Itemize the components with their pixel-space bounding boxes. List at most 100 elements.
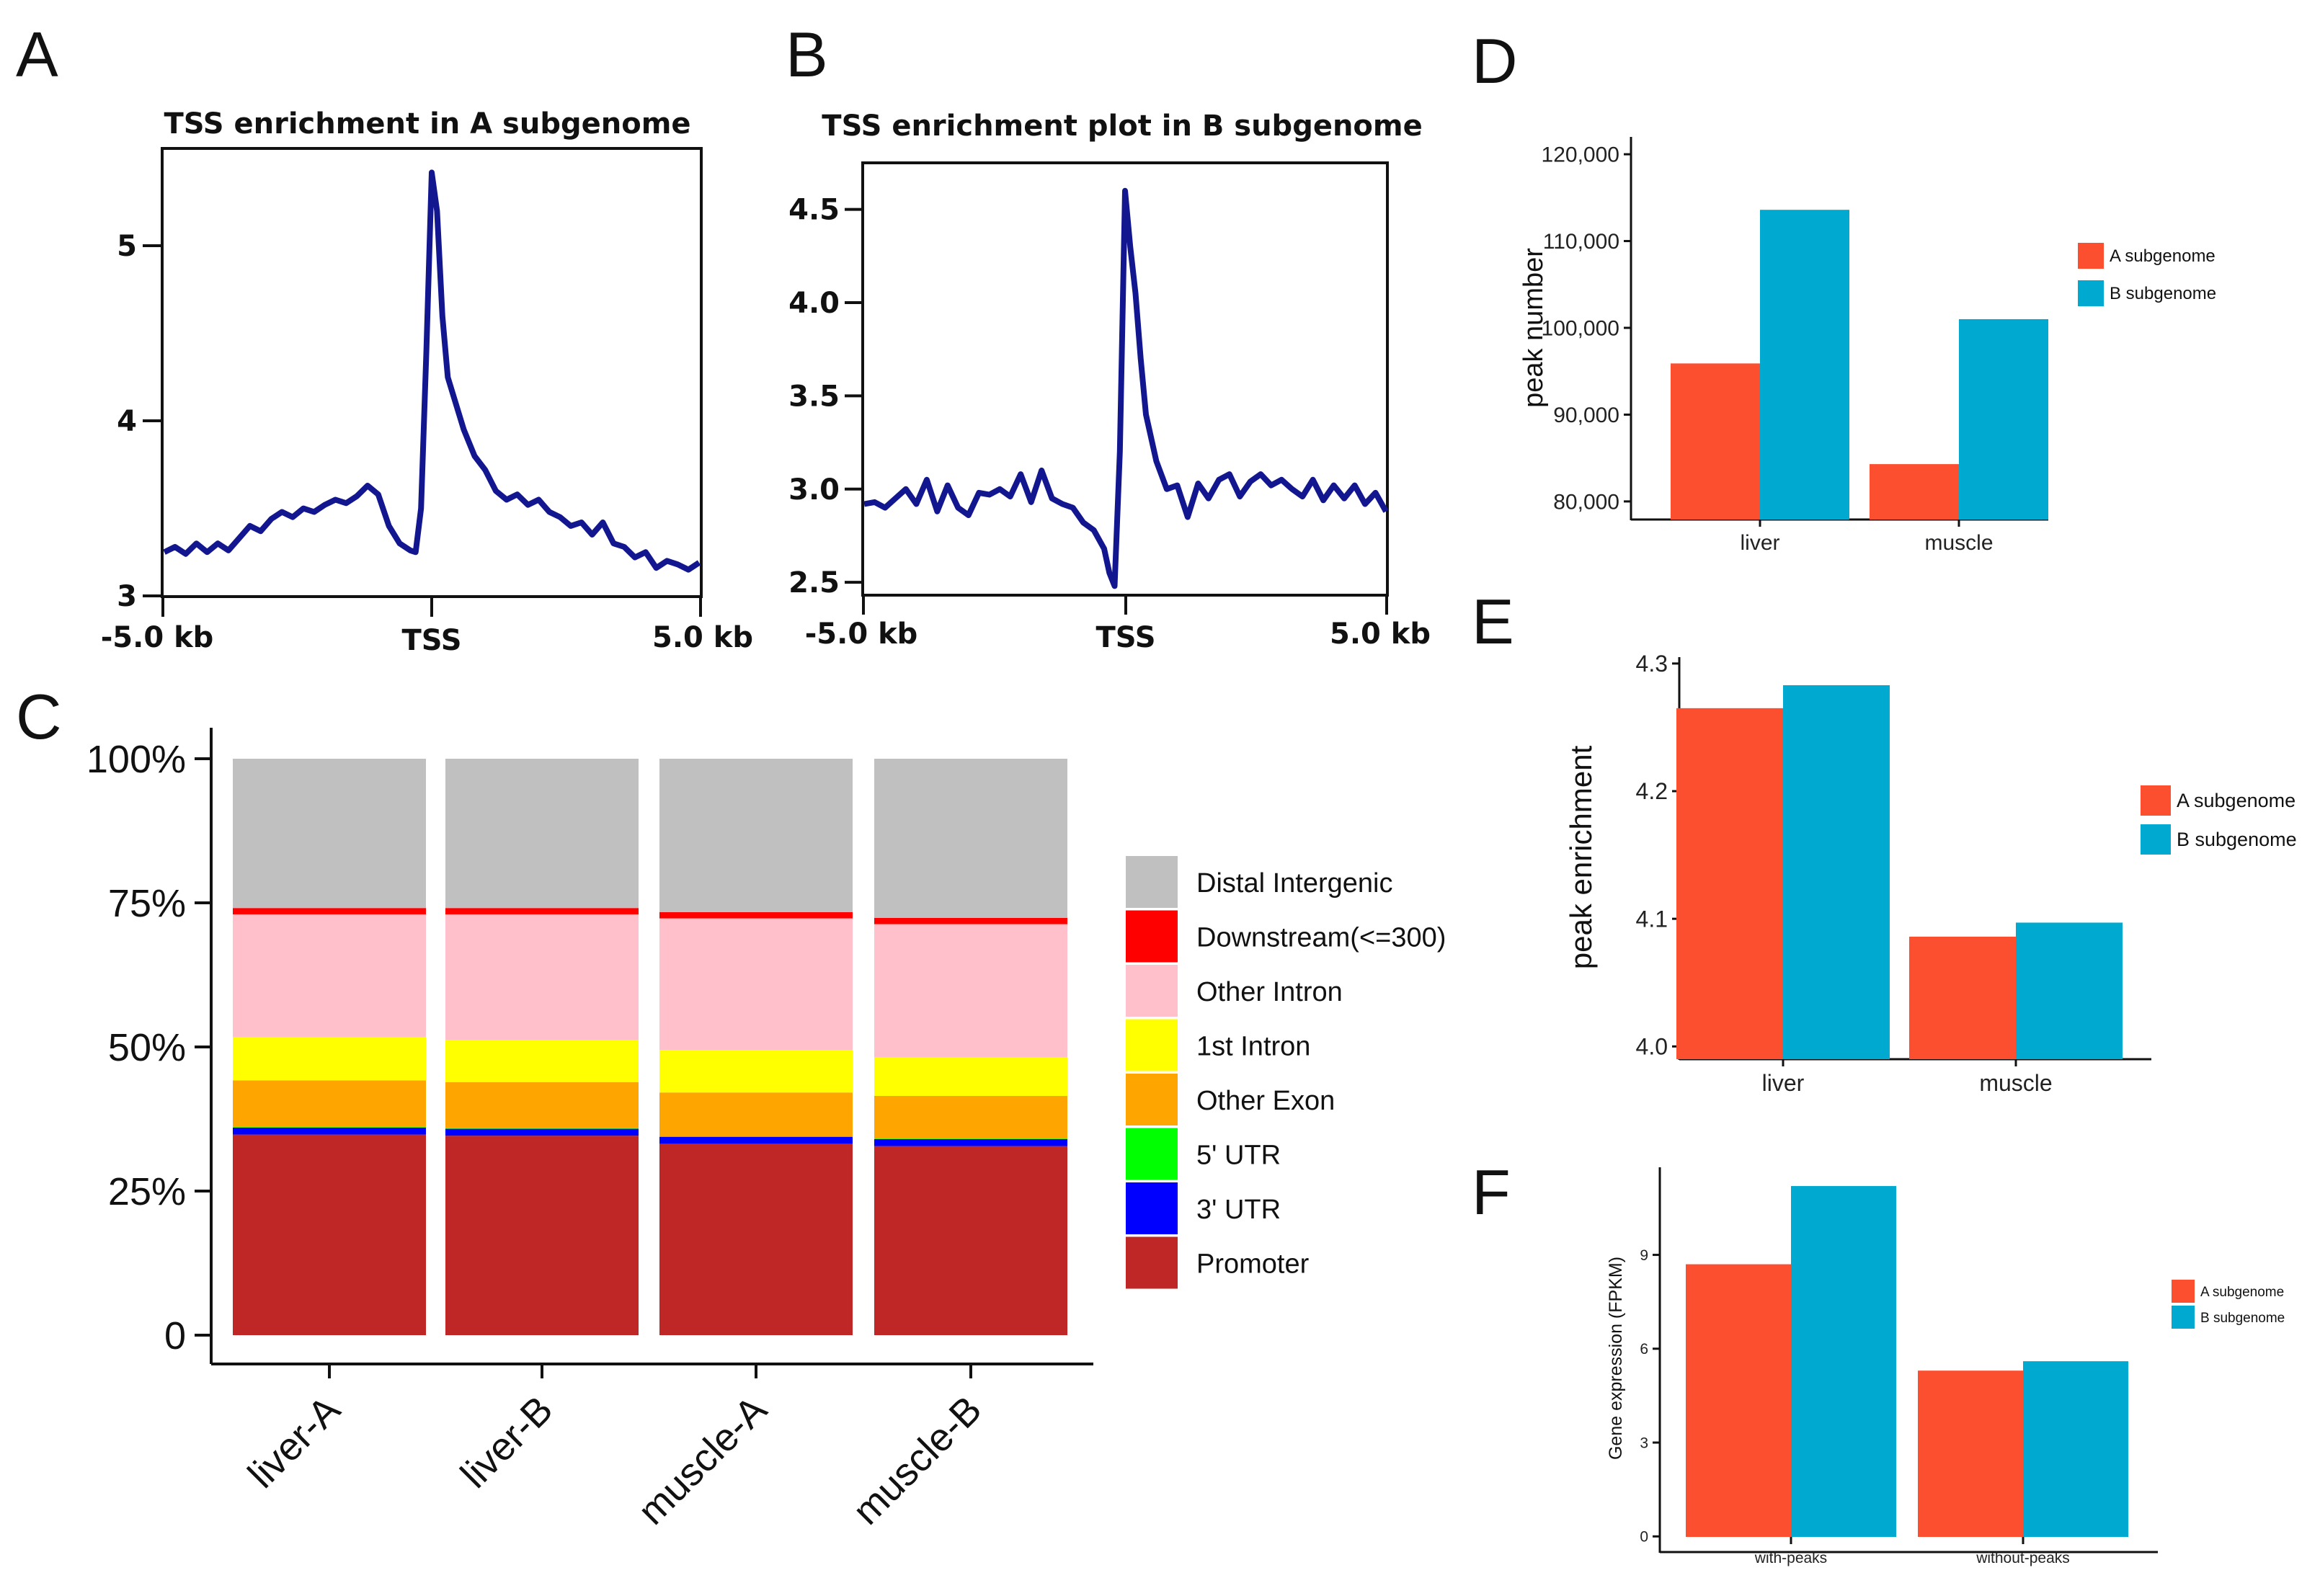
panel-c-bar-segment [874, 924, 1067, 1058]
paneld-bar [1959, 318, 2048, 520]
paneld-ytick-label: 90,000 [1553, 404, 1619, 427]
panel-c-bar-segment [233, 1080, 426, 1128]
panel-letter-e: E [1472, 586, 1514, 657]
panel-c-bar-segment [874, 1138, 1067, 1139]
panelf-legend-label: A subgenome [2200, 1285, 2284, 1300]
panel-letter-f: F [1472, 1156, 1511, 1228]
panel-c-legend-swatch [1126, 1074, 1178, 1125]
panel-c-legend-label: Distal Intergenic [1196, 868, 1392, 899]
panele-bar [1909, 936, 2016, 1059]
panel-c-bar-segment [874, 1139, 1067, 1146]
panelf-xtick-label: without-peaks [1975, 1550, 2070, 1566]
paneld-ytick-label: 80,000 [1553, 490, 1619, 514]
panel-c-bar-segment [445, 1082, 639, 1128]
panelf-xtick-label: with-peaks [1754, 1550, 1827, 1566]
panel-letter-d: D [1472, 25, 1518, 97]
paneld-ytick-label: 120,000 [1542, 143, 1619, 167]
panel-c-bar-segment [445, 759, 639, 909]
paneld-xtick-label: liver [1740, 531, 1779, 555]
panel-d-ylabel: peak number [1519, 248, 1549, 408]
panel-c-bar-segment [659, 759, 853, 912]
panel-b-xtick-tss: TSS [1095, 621, 1155, 654]
panel-c-bar-segment [445, 908, 639, 914]
panel-b-xtick-left: -5.0 kb [805, 618, 918, 651]
panel-a-ytick-3: 3 [117, 580, 137, 613]
panelf-legend-swatch [2172, 1280, 2195, 1303]
panele-legend-swatch [2141, 785, 2171, 816]
panelf-bar [1686, 1264, 1791, 1537]
panel-b-tss-line-chart: TSS enrichment plot in B subgenome 2.5 3.… [788, 110, 1431, 654]
panel-c-legend-label: Downstream(<=300) [1196, 923, 1446, 953]
paneld-legend-label: B subgenome [2110, 284, 2216, 303]
panele-xtick-label: liver [1762, 1070, 1805, 1096]
panel-c-bar-segment [233, 1037, 426, 1081]
panel-c-bar-segment [659, 1136, 853, 1137]
panel-d-grouped-bar-chart: peak number 80,000 90,000 100,000 110,000 12… [1519, 137, 2216, 555]
panel-c-ytick-label: 100% [86, 738, 186, 781]
panel-c-bar-segment [874, 1057, 1067, 1096]
panel-c-bar-segment [445, 914, 639, 1040]
panelf-legend-label: B subgenome [2200, 1311, 2285, 1326]
panelf-ytick-label: 0 [1640, 1529, 1648, 1546]
panel-a-ytick-4: 4 [117, 405, 137, 438]
panele-legend-swatch [2141, 824, 2171, 855]
panelf-bar [1918, 1370, 2023, 1537]
panele-legend-label: A subgenome [2177, 790, 2295, 811]
panel-c-bar-segment [233, 914, 426, 1038]
panele-bar [1783, 685, 1890, 1059]
panel-f-ylabel: Gene expression (FPKM) [1606, 1257, 1626, 1460]
panel-a-xtick-right: 5.0 kb [652, 621, 753, 654]
panel-letter-c: C [16, 681, 62, 752]
panel-e-grouped-bar-chart: peak enrichment 4.0 4.1 4.2 4.3 liver muscle… [1564, 651, 2297, 1096]
panel-e-ylabel: peak enrichment [1564, 745, 1598, 969]
panel-c-bar-segment [659, 1136, 853, 1144]
paneld-bar [1671, 363, 1760, 520]
panel-c-stacked-bar-chart: 0 25% 50% 75% 100% liver-A liver-B muscle-A mus… [86, 728, 1446, 1533]
paneld-legend-swatch [2078, 280, 2104, 306]
panelf-ytick-label: 3 [1640, 1435, 1648, 1451]
panel-a-xtick-tss: TSS [401, 624, 461, 657]
panel-a-series-line [163, 169, 701, 573]
panel-b-ytick-label: 2.5 [788, 566, 840, 599]
panel-c-xtick-label: liver-A [240, 1388, 349, 1497]
paneld-bar [1870, 464, 1959, 520]
panel-c-legend-swatch [1126, 856, 1178, 908]
panel-b-ytick-label: 3.5 [788, 380, 840, 413]
panele-ytick-label: 4.2 [1636, 778, 1668, 804]
paneld-legend-swatch [2078, 243, 2104, 269]
panel-c-bar-segment [659, 918, 853, 1050]
panel-c-legend-swatch [1126, 910, 1178, 963]
panel-c-xtick-label: muscle-B [845, 1388, 990, 1533]
panele-ytick-label: 4.1 [1636, 906, 1668, 932]
panelf-ytick-label: 9 [1640, 1247, 1648, 1264]
panel-c-legend-label: 5' UTR [1196, 1141, 1281, 1171]
paneld-bar [1760, 210, 1849, 520]
panel-b-xtick-right: 5.0 kb [1330, 618, 1431, 651]
panel-c-legend-label: 1st Intron [1196, 1032, 1310, 1062]
panel-b-series-line [863, 187, 1389, 589]
paneld-xtick-label: muscle [1924, 531, 1993, 555]
panel-c-legend-label: Other Intron [1196, 977, 1343, 1007]
panel-a-tss-line-chart: TSS enrichment in A subgenome 5 4 3 -5.0… [101, 107, 753, 657]
panel-c-bar-segment [233, 908, 426, 914]
panel-a-title: TSS enrichment in A subgenome [164, 107, 690, 141]
panelf-ytick-label: 6 [1640, 1341, 1648, 1358]
panel-c-bar-segment [659, 1143, 853, 1335]
panel-c-bar-segment [233, 759, 426, 909]
paneld-ytick-label: 100,000 [1542, 317, 1619, 341]
panel-c-legend-label: 3' UTR [1196, 1195, 1281, 1225]
panel-c-legend-swatch [1126, 1128, 1178, 1180]
panel-c-legend-label: Other Exon [1196, 1086, 1335, 1116]
panel-c-ytick-label: 0 [164, 1314, 186, 1358]
panel-c-ytick-label: 75% [108, 882, 186, 925]
panel-b-ytick-label: 4.5 [788, 194, 840, 227]
panel-c-bar-segment [445, 1128, 639, 1129]
panel-c-bar-segment [874, 917, 1067, 924]
panel-c-xtick-label: liver-B [453, 1388, 561, 1497]
panel-c-ytick-label: 25% [108, 1170, 186, 1213]
panel-b-ytick-label: 4.0 [788, 287, 840, 320]
panele-bar [1676, 708, 1783, 1059]
panel-c-bar-segment [445, 1040, 639, 1082]
panel-b-title: TSS enrichment plot in B subgenome [822, 110, 1422, 143]
